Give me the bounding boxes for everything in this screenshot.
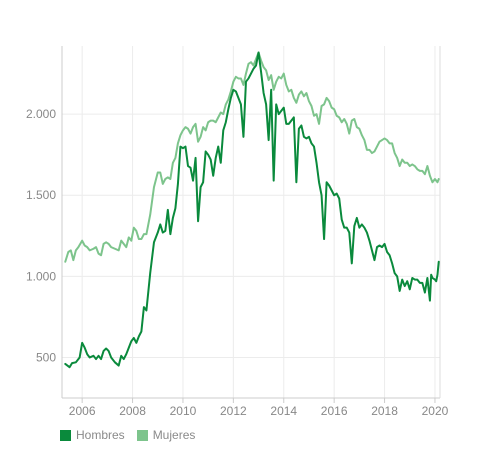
legend-label-mujeres: Mujeres [152, 428, 196, 442]
x-tick-label: 2018 [371, 404, 398, 418]
x-tick-label: 2016 [321, 404, 348, 418]
series-line-hombres[interactable] [64, 51, 440, 369]
x-tick-label: 2014 [270, 404, 297, 418]
y-tick-label: 1.000 [26, 269, 56, 283]
tick-labels: 500 1.000 1.500 2.000 2006 2008 2010 2012 2014 20… [26, 107, 449, 418]
x-tick-label: 2010 [170, 404, 197, 418]
x-tick-label: 2006 [69, 404, 96, 418]
x-tick-label: 2020 [422, 404, 449, 418]
legend-item-hombres[interactable]: Hombres [60, 428, 125, 442]
legend: Hombres Mujeres [60, 428, 195, 442]
legend-label-hombres: Hombres [76, 428, 125, 442]
x-tick-label: 2008 [119, 404, 146, 418]
legend-swatch-hombres [60, 429, 71, 441]
x-tick-label: 2012 [220, 404, 247, 418]
series-line-mujeres[interactable] [64, 51, 440, 263]
series-lines [64, 51, 440, 369]
y-tick-label: 1.500 [26, 188, 56, 202]
grid-lines [62, 46, 440, 398]
axes [61, 46, 441, 403]
y-tick-label: 2.000 [26, 107, 56, 121]
legend-item-mujeres[interactable]: Mujeres [136, 428, 196, 442]
y-tick-label: 500 [36, 350, 56, 364]
legend-swatch-mujeres [136, 429, 148, 441]
